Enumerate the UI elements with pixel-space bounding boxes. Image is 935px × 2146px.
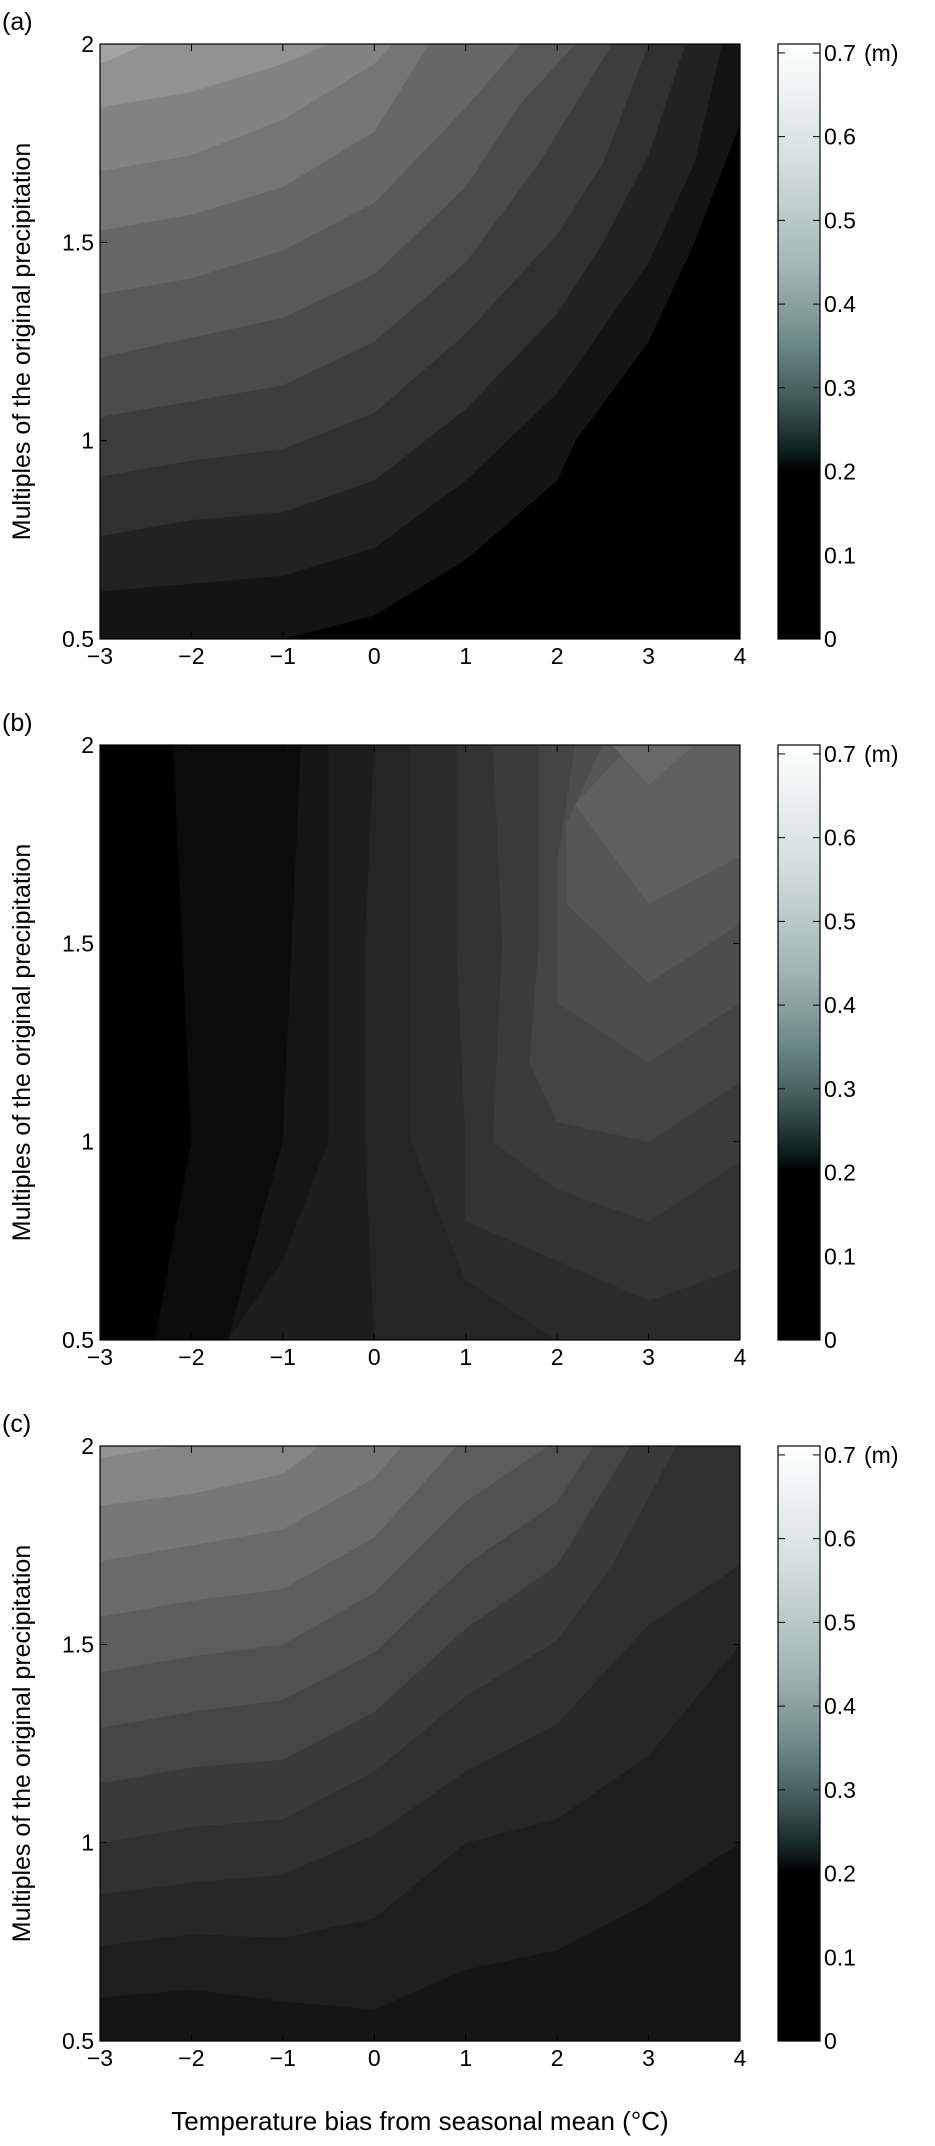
colorbar-tick-label: 0.3 (824, 1777, 856, 1803)
x-tick-label: −2 (178, 1344, 204, 1370)
colorbar-tick-label: 0.1 (824, 1243, 856, 1269)
x-tick-label: −1 (270, 2045, 296, 2071)
y-axis-label: Multiples of the original precipitation (8, 143, 36, 540)
y-tick-label: 1 (81, 428, 94, 454)
x-tick-label: 3 (642, 2045, 655, 2071)
colorbar-ramp (777, 744, 821, 1341)
panel-label: (a) (2, 8, 33, 36)
x-axis-label: Temperature bias from seasonal mean (°C) (171, 2106, 668, 2136)
x-tick-label: 3 (642, 643, 655, 669)
contour-fill-group (100, 1446, 740, 2041)
plot-frame (99, 43, 741, 640)
x-tick-label: 4 (734, 643, 747, 669)
x-tick-label: 0 (368, 2045, 381, 2071)
contour-fill-group (100, 745, 740, 1340)
x-tick-label: −2 (178, 643, 204, 669)
y-tick-label: 0.5 (62, 2028, 94, 2054)
colorbar-tick-label: 0.4 (824, 1693, 856, 1719)
colorbar-tick-label: 0.1 (824, 1944, 856, 1970)
x-tick-label: 4 (734, 2045, 747, 2071)
y-tick-label: 0.5 (62, 626, 94, 652)
colorbar-tick-label: 0.6 (824, 825, 856, 851)
panel-0: −3 −2 −1 0 1 2 3 4 0.5 1 1.5 2 Multiples of the orig… (2, 8, 898, 669)
contour-band-11 (100, 44, 146, 65)
colorbar-ramp (777, 1445, 821, 2042)
colorbar-unit-label: (m) (864, 1442, 898, 1468)
colorbar: 0 0.1 0.2 0.3 0.4 0.5 0.6 0.7 (m) (777, 1442, 898, 2054)
x-tick-label: −3 (87, 643, 113, 669)
y-axis-label: Multiples of the original precipitation (8, 1545, 36, 1942)
x-tick-label: 0 (368, 1344, 381, 1370)
panel-label: (b) (2, 709, 33, 737)
y-axis-label: Multiples of the original precipitation (8, 844, 36, 1241)
colorbar-tick-label: 0.6 (824, 1526, 856, 1552)
contour-band-10 (100, 1446, 320, 1506)
colorbar-tick-label: 0 (824, 626, 837, 652)
x-tick-label: −1 (270, 1344, 296, 1370)
x-tick-label: 1 (459, 2045, 472, 2071)
colorbar-tick-label: 0.5 (824, 207, 856, 233)
colorbar-tick-label: 0.7 (824, 1442, 856, 1468)
panel-1: −3 −2 −1 0 1 2 3 4 0.5 1 1.5 2 Multiples of the orig… (2, 709, 898, 1370)
x-tick-label: −2 (178, 2045, 204, 2071)
contour-fill-group (100, 44, 740, 639)
x-tick-label: −1 (270, 643, 296, 669)
colorbar-tick-label: 0.7 (824, 741, 856, 767)
colorbar-tick-label: 0.3 (824, 375, 856, 401)
panel-2: −3 −2 −1 0 1 2 3 4 0.5 1 1.5 2 Multiples of the orig… (2, 1410, 898, 2071)
y-tick-label: 1 (81, 1129, 94, 1155)
colorbar-unit-label: (m) (864, 40, 898, 66)
colorbar-tick-label: 0.4 (824, 992, 856, 1018)
colorbar-tick-label: 0.1 (824, 542, 856, 568)
contour-band-11 (575, 745, 740, 905)
colorbar-tick-label: 0.4 (824, 291, 856, 317)
x-tick-label: 4 (734, 1344, 747, 1370)
colorbar-tick-label: 0.3 (824, 1076, 856, 1102)
x-tick-label: −3 (87, 1344, 113, 1370)
colorbar: 0 0.1 0.2 0.3 0.4 0.5 0.6 0.7 (m) (777, 40, 898, 652)
colorbar-tick-label: 0.5 (824, 1609, 856, 1635)
colorbar: 0 0.1 0.2 0.3 0.4 0.5 0.6 0.7 (m) (777, 741, 898, 1353)
x-tick-label: 2 (551, 1344, 564, 1370)
panel-label: (c) (2, 1410, 31, 1438)
y-tick-label: 2 (81, 732, 94, 758)
plot-frame (99, 744, 741, 1341)
contour-band-11 (100, 1446, 174, 1459)
x-tick-label: 1 (459, 1344, 472, 1370)
colorbar-tick-label: 0.5 (824, 908, 856, 934)
colorbar-tick-label: 0.2 (824, 459, 856, 485)
x-tick-label: 3 (642, 1344, 655, 1370)
colorbar-tick-label: 0.2 (824, 1861, 856, 1887)
colorbar-tick-label: 0.7 (824, 40, 856, 66)
y-tick-label: 2 (81, 31, 94, 57)
x-tick-label: 0 (368, 643, 381, 669)
contour-band-10 (100, 44, 329, 108)
colorbar-tick-label: 0.2 (824, 1160, 856, 1186)
y-tick-label: 1 (81, 1830, 94, 1856)
y-tick-label: 2 (81, 1433, 94, 1459)
y-tick-label: 1.5 (62, 1631, 94, 1657)
plot-frame (99, 1445, 741, 2042)
x-tick-label: 2 (551, 2045, 564, 2071)
colorbar-unit-label: (m) (864, 741, 898, 767)
colorbar-ramp (777, 43, 821, 640)
y-tick-label: 1.5 (62, 930, 94, 956)
colorbar-tick-label: 0 (824, 2028, 837, 2054)
colorbar-tick-label: 0 (824, 1327, 837, 1353)
x-tick-label: 2 (551, 643, 564, 669)
y-tick-label: 0.5 (62, 1327, 94, 1353)
y-tick-label: 1.5 (62, 229, 94, 255)
colorbar-tick-label: 0.6 (824, 124, 856, 150)
x-tick-label: 1 (459, 643, 472, 669)
contour-band-12 (611, 745, 695, 786)
x-tick-label: −3 (87, 2045, 113, 2071)
